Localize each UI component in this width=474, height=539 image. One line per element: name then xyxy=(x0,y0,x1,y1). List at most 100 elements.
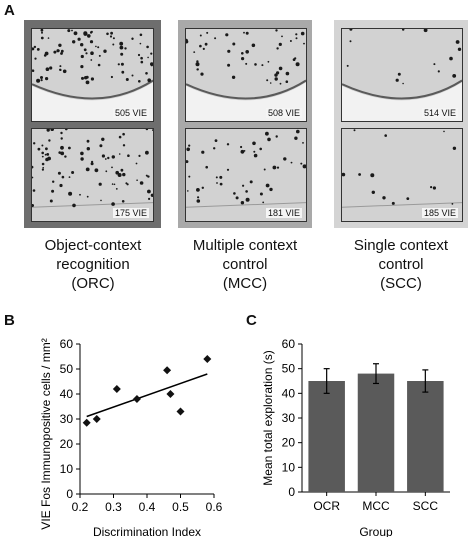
labeled-cell-dot xyxy=(79,193,81,196)
labeled-cell-dot xyxy=(259,192,263,196)
scatter-point xyxy=(112,385,121,393)
orc-image-top: 505 VIE xyxy=(31,28,154,122)
labeled-cell-dot xyxy=(295,37,298,40)
labeled-cell-dot xyxy=(90,51,94,55)
bar-x-axis-label: Group xyxy=(359,525,393,537)
labeled-cell-dot xyxy=(117,173,122,177)
labeled-cell-dot xyxy=(41,31,43,34)
labeled-cell-dot xyxy=(201,150,205,154)
labeled-cell-dot xyxy=(196,188,200,192)
labeled-cell-dot xyxy=(90,59,93,61)
labeled-cell-dot xyxy=(214,139,218,142)
mcc-image-bottom-texture xyxy=(186,129,306,221)
labeled-cell-dot xyxy=(391,201,395,205)
labeled-cell-dot xyxy=(437,70,440,73)
labeled-cell-dot xyxy=(32,204,34,207)
labeled-cell-dot xyxy=(34,57,37,60)
bar-scc xyxy=(407,381,444,492)
labeled-cell-dot xyxy=(45,77,49,81)
labeled-cell-dot xyxy=(64,155,67,158)
scatter-point xyxy=(203,355,212,363)
labeled-cell-dot xyxy=(125,78,129,81)
labeled-cell-dot xyxy=(37,147,41,151)
labeled-cell-dot xyxy=(219,175,223,179)
labeled-cell-dot xyxy=(49,66,53,70)
labeled-cell-dot xyxy=(423,29,428,33)
labeled-cell-dot xyxy=(265,183,270,188)
labeled-cell-dot xyxy=(300,31,305,36)
labeled-cell-dot xyxy=(232,42,236,46)
labeled-cell-dot xyxy=(110,75,113,79)
mcc-image-bottom: 181 VIE xyxy=(185,128,307,222)
labeled-cell-dot xyxy=(118,135,122,139)
labeled-cell-dot xyxy=(41,144,44,147)
scatter-x-axis-label: Discrimination Index xyxy=(93,525,201,537)
labeled-cell-dot xyxy=(60,145,64,150)
labeled-cell-dot xyxy=(302,142,304,144)
labeled-cell-dot xyxy=(346,64,349,67)
labeled-cell-dot xyxy=(269,82,272,84)
scatter-trendline xyxy=(86,373,208,418)
labeled-cell-dot xyxy=(85,80,90,85)
scatter-y-tick-label: 50 xyxy=(60,362,74,376)
labeled-cell-dot xyxy=(196,60,199,63)
labeled-cell-dot xyxy=(152,129,153,131)
labeled-cell-dot xyxy=(272,165,277,170)
labeled-cell-dot xyxy=(187,190,189,192)
labeled-cell-dot xyxy=(97,63,101,67)
bar-mcc xyxy=(357,373,395,492)
labeled-cell-dot xyxy=(145,150,149,155)
labeled-cell-dot xyxy=(370,173,375,178)
labeled-cell-dot xyxy=(267,137,271,142)
labeled-cell-dot xyxy=(59,68,62,71)
labeled-cell-dot xyxy=(249,180,253,184)
labeled-cell-dot xyxy=(186,39,189,44)
labeled-cell-dot xyxy=(81,76,84,80)
labeled-cell-dot xyxy=(292,58,296,61)
bar-y-tick-label: 20 xyxy=(282,436,296,450)
labeled-cell-dot xyxy=(227,49,231,53)
labeled-cell-dot xyxy=(33,142,36,145)
labeled-cell-dot xyxy=(33,45,37,49)
labeled-cell-dot xyxy=(274,77,278,81)
mcc-image-top-label: 508 VIE xyxy=(265,108,302,118)
labeled-cell-dot xyxy=(302,164,306,169)
bar-y-tick-label: 30 xyxy=(282,411,296,425)
labeled-cell-dot xyxy=(233,192,236,195)
labeled-cell-dot xyxy=(41,168,44,171)
labeled-cell-dot xyxy=(122,172,126,177)
labeled-cell-dot xyxy=(200,72,204,76)
labeled-cell-dot xyxy=(60,49,64,53)
orc-caption-line-2: recognition xyxy=(56,256,130,273)
labeled-cell-dot xyxy=(449,56,453,61)
labeled-cell-dot xyxy=(80,157,84,161)
bar-category-label: OCR xyxy=(313,499,340,513)
orc-image-bottom-label: 175 VIE xyxy=(112,208,149,218)
labeled-cell-dot xyxy=(145,174,148,177)
labeled-cell-dot xyxy=(41,162,45,166)
labeled-cell-dot xyxy=(86,139,90,143)
labeled-cell-dot xyxy=(148,197,151,200)
scc-caption-line-3: (SCC) xyxy=(380,275,422,292)
labeled-cell-dot xyxy=(119,45,124,50)
labeled-cell-dot xyxy=(85,52,88,55)
labeled-cell-dot xyxy=(41,155,44,158)
bar-y-tick-label: 60 xyxy=(282,337,296,351)
labeled-cell-dot xyxy=(80,54,84,59)
labeled-cell-dot xyxy=(430,186,433,189)
labeled-cell-dot xyxy=(87,34,91,38)
labeled-cell-dot xyxy=(89,31,93,34)
labeled-cell-dot xyxy=(150,52,153,55)
labeled-cell-dot xyxy=(50,129,54,131)
labeled-cell-dot xyxy=(32,47,35,51)
labeled-cell-dot xyxy=(52,180,55,183)
mcc-caption: Multiple context control (MCC) xyxy=(170,236,320,293)
labeled-cell-dot xyxy=(139,42,142,45)
labeled-cell-dot xyxy=(402,82,404,85)
mcc-image-top: 508 VIE xyxy=(185,28,307,122)
labeled-cell-dot xyxy=(145,129,149,131)
labeled-cell-dot xyxy=(62,69,67,74)
labeled-cell-dot xyxy=(452,146,457,150)
labeled-cell-dot xyxy=(89,40,94,44)
labeled-cell-dot xyxy=(121,70,125,74)
